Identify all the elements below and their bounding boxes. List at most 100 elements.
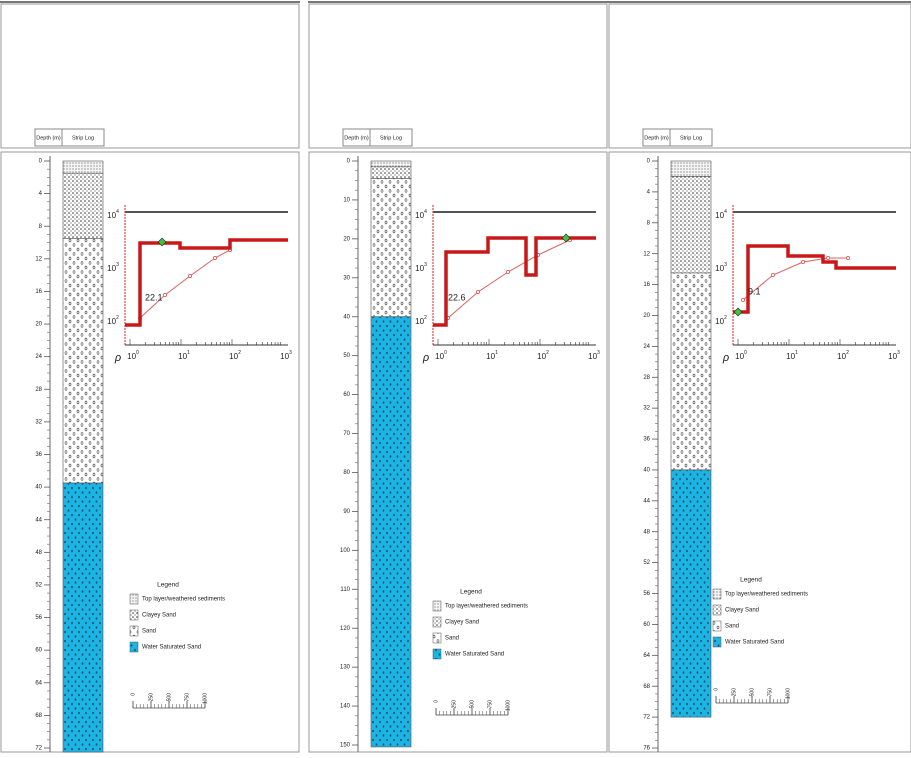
inset-annotation: 9.1 xyxy=(748,286,761,296)
depth-label: 12 xyxy=(35,256,42,262)
legend-label: Clayey Sand xyxy=(725,608,759,614)
scale-label: 0 xyxy=(130,693,136,696)
legend-label: Water Saturated Sand xyxy=(142,645,201,651)
header-label: Depth (m) xyxy=(644,135,669,141)
header-label: Strip Log xyxy=(380,135,402,141)
depth-label: 64 xyxy=(643,653,650,659)
inset-x-label: 103 xyxy=(280,350,292,361)
depth-label: 72 xyxy=(643,715,650,721)
observed-point xyxy=(188,274,192,278)
depth-label: 0 xyxy=(39,159,43,165)
depth-label: 56 xyxy=(35,615,42,621)
model-curve xyxy=(433,236,596,327)
layer xyxy=(370,160,412,168)
observed-point xyxy=(476,290,480,294)
layer xyxy=(62,172,104,239)
inset-y-label: 103 xyxy=(715,262,727,273)
inset-x-label: 102 xyxy=(537,350,549,361)
legend-label: Sand xyxy=(142,629,156,635)
header-frame xyxy=(608,3,911,149)
inset-x-label: 102 xyxy=(837,350,849,361)
marker xyxy=(157,237,167,247)
legend-label: Clayey Sand xyxy=(445,620,479,626)
layer xyxy=(62,160,104,174)
depth-label: 68 xyxy=(35,713,42,719)
depth-label: 68 xyxy=(643,684,650,690)
layer xyxy=(370,316,412,748)
observed-point xyxy=(826,256,830,260)
depth-label: 10 xyxy=(343,198,350,204)
scale-label: 500 xyxy=(166,693,172,702)
log-frame xyxy=(608,151,911,753)
depth-label: 50 xyxy=(343,353,350,359)
scale-label: 750 xyxy=(184,693,190,702)
scale-label: 750 xyxy=(487,700,493,709)
marker xyxy=(733,307,743,317)
scale-label: 750 xyxy=(767,688,773,697)
scale-label: 500 xyxy=(749,688,755,697)
inset-x-label: 102 xyxy=(229,350,241,361)
depth-label: 36 xyxy=(35,452,42,458)
legend-swatch xyxy=(432,632,442,644)
legend-swatch xyxy=(129,609,139,621)
legend-swatch xyxy=(712,588,722,600)
layer xyxy=(62,482,104,753)
inset-y-label: 104 xyxy=(415,209,427,220)
legend-label: Top layer/weathered sediments xyxy=(142,597,225,603)
legend-label: Top layer/weathered sediments xyxy=(725,592,808,598)
depth-label: 120 xyxy=(340,626,351,632)
scale-label: 250 xyxy=(148,693,154,702)
depth-label: 20 xyxy=(35,322,42,328)
depth-label: 130 xyxy=(340,665,351,671)
depth-label: 64 xyxy=(35,680,42,686)
depth-label: 4 xyxy=(647,189,651,195)
depth-label: 90 xyxy=(343,509,350,515)
log-frame xyxy=(308,151,608,753)
resistivity-inset: 104 103 102 100 101 102 103 ρ 22.1 xyxy=(107,205,292,364)
depth-label: 32 xyxy=(643,406,650,412)
scale-label: 1000 xyxy=(202,693,208,704)
depth-label: 20 xyxy=(643,313,650,319)
depth-label: 40 xyxy=(343,314,350,320)
legend-swatch xyxy=(129,593,139,605)
layer xyxy=(670,160,712,177)
legend-swatch xyxy=(129,625,139,637)
depth-label: 70 xyxy=(343,431,350,437)
inset-x-label: 103 xyxy=(888,350,900,361)
legend-swatch xyxy=(129,641,139,653)
scale-label: 1000 xyxy=(505,700,511,711)
depth-label: 24 xyxy=(643,344,650,350)
inset-y-label: 103 xyxy=(415,262,427,273)
scale-label: 500 xyxy=(469,700,475,709)
depth-label: 48 xyxy=(35,550,42,556)
resistivity-inset: 104 103 102 100 101 102 103 ρ 9.1 xyxy=(715,205,900,364)
inset-annotation: 22.6 xyxy=(448,292,466,302)
model-curve xyxy=(125,238,288,327)
scale-label: 0 xyxy=(713,688,719,691)
depth-label: 24 xyxy=(35,354,42,360)
header-label: Depth (m) xyxy=(344,135,369,141)
scale-label: 1000 xyxy=(785,688,791,699)
depth-label: 12 xyxy=(643,251,650,257)
inset-rho: ρ xyxy=(422,352,429,364)
depth-label: 40 xyxy=(643,468,650,474)
depth-label: 8 xyxy=(647,220,651,226)
depth-label: 0 xyxy=(647,159,651,165)
marker xyxy=(561,233,571,243)
inset-y-label: 102 xyxy=(415,315,427,326)
depth-label: 4 xyxy=(39,191,43,197)
depth-label: 32 xyxy=(35,419,42,425)
observed-point xyxy=(163,293,167,297)
depth-label: 30 xyxy=(343,275,350,281)
observed-point xyxy=(771,273,775,277)
model-curve xyxy=(733,244,896,314)
depth-label: 28 xyxy=(35,387,42,393)
depth-label: 40 xyxy=(35,485,42,491)
depth-label: 0 xyxy=(347,159,351,165)
log-frame xyxy=(0,151,300,753)
depth-label: 8 xyxy=(39,224,43,230)
depth-label: 60 xyxy=(343,392,350,398)
legend-swatch xyxy=(432,648,442,660)
depth-label: 44 xyxy=(35,517,42,523)
